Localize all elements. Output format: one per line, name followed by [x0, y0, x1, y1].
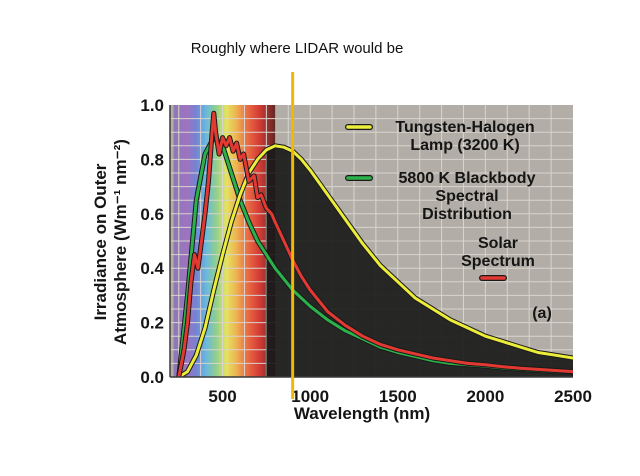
tungsten-legend-label: Tungsten-Halogen — [395, 119, 534, 136]
solar-legend-label: Spectrum — [461, 253, 535, 270]
tick-labels: 500 1000 1500 2000 2500 0.0 0.2 0.4 0.6 0.8 1.0 — [140, 96, 592, 406]
x-tick-label: 500 — [208, 387, 236, 406]
y-tick-label: 0.0 — [140, 368, 164, 387]
tungsten-legend-label: Lamp (3200 K) — [410, 137, 519, 154]
lidar-annotation-text: Roughly where LIDAR would be — [191, 40, 404, 57]
x-tick-label: 2500 — [554, 387, 592, 406]
blackbody-legend-label: 5800 K Blackbody — [399, 170, 536, 187]
y-tick-label: 1.0 — [140, 96, 164, 115]
solar-curve — [177, 111, 573, 377]
blackbody-legend-label: Distribution — [422, 206, 512, 223]
series-lines — [176, 110, 573, 377]
x-axis-label: Wavelength (nm) — [294, 404, 430, 423]
panel-label: (a) — [532, 305, 552, 322]
infrared-fill — [266, 145, 573, 377]
x-tick-label: 2000 — [466, 387, 504, 406]
y-tick-label: 0.8 — [140, 150, 164, 169]
y-tick-label: 0.6 — [140, 205, 164, 224]
infrared-region-fill — [266, 145, 573, 377]
tungsten-curve — [177, 144, 573, 377]
solar-legend-label: Solar — [478, 235, 518, 252]
y-tick-label: 0.2 — [140, 314, 164, 333]
y-axis-label-line2: Atmosphere (Wm⁻¹ nm⁻²) — [111, 139, 130, 345]
blackbody-legend-label: Spectral — [435, 188, 498, 205]
y-tick-label: 0.4 — [140, 259, 164, 278]
y-axis-label-line1: Irradiance on Outer — [91, 163, 110, 320]
x-tick-label: 1000 — [291, 387, 329, 406]
x-tick-label: 1500 — [379, 387, 417, 406]
